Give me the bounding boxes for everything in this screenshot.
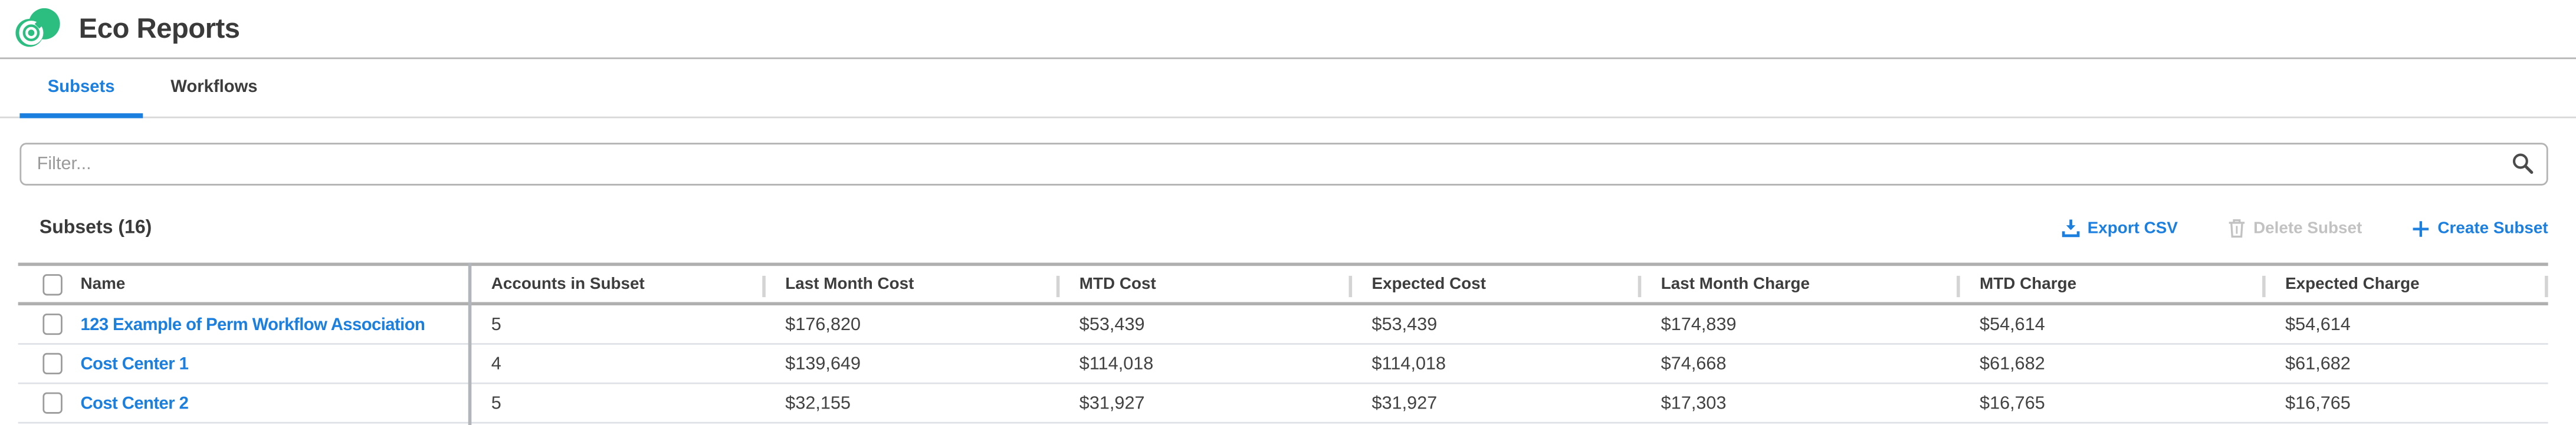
cell-name: 123 Example of Perm Workflow Association: [18, 313, 468, 335]
column-resize-handle[interactable]: [1638, 275, 1642, 298]
cell-last-month-cost: $139,649: [785, 354, 861, 374]
trash-icon: [2228, 219, 2244, 238]
create-subset-label: Create Subset: [2437, 219, 2548, 238]
toolbar-actions: Export CSV Delete Subset Create Subset: [2061, 218, 2548, 238]
filter-bar: [19, 141, 2548, 185]
export-csv-button[interactable]: Export CSV: [2061, 218, 2178, 238]
cell-mtd-charge: $54,614: [1980, 314, 2045, 334]
table-row: Cost Center 1 4 $139,649 $114,018 $114,0…: [18, 344, 2548, 384]
row-checkbox[interactable]: [42, 313, 63, 335]
cell-expected-charge: $54,614: [2285, 314, 2351, 334]
cell-expected-charge: $61,682: [2285, 354, 2351, 374]
tab-workflows[interactable]: Workflows: [170, 77, 258, 98]
column-header-name: Name: [80, 275, 126, 294]
cell-last-month-cost: $32,155: [785, 393, 851, 413]
column-resize-handle[interactable]: [2545, 275, 2548, 298]
app-header: Eco Reports: [0, 0, 2576, 60]
column-resize-handle[interactable]: [1348, 275, 1353, 298]
delete-subset-label: Delete Subset: [2253, 219, 2362, 238]
toolbar: Subsets (16) Export CSV Delete Subset: [0, 209, 2548, 248]
cell-accounts: 4: [491, 354, 501, 374]
cell-last-month-charge: $74,668: [1661, 354, 1727, 374]
table-row: 123 Example of Perm Workflow Association…: [18, 305, 2548, 345]
filter-input[interactable]: [19, 141, 2548, 185]
column-header-name-cell: Name: [18, 273, 468, 295]
subsets-table: Name Accounts in Subset Last Month Cost …: [18, 262, 2548, 425]
column-resize-handle[interactable]: [2262, 275, 2266, 298]
cell-mtd-cost: $53,439: [1079, 314, 1145, 334]
table-header-row: Name Accounts in Subset Last Month Cost …: [18, 262, 2548, 306]
row-checkbox[interactable]: [42, 392, 63, 414]
column-header-accounts: Accounts in Subset: [491, 275, 645, 294]
cell-mtd-cost: $114,018: [1079, 354, 1154, 374]
column-header-expected-cost: Expected Cost: [1371, 275, 1486, 294]
subsets-count-heading: Subsets (16): [39, 218, 152, 238]
column-resize-handle[interactable]: [1056, 275, 1060, 298]
search-icon: [2512, 153, 2532, 174]
cell-mtd-cost: $31,927: [1079, 393, 1145, 413]
cell-expected-cost: $114,018: [1371, 354, 1446, 374]
cell-expected-cost: $53,439: [1371, 314, 1438, 334]
column-header-last-month-cost: Last Month Cost: [785, 275, 914, 294]
subset-link[interactable]: Cost Center 2: [80, 393, 189, 413]
cell-accounts: 5: [491, 393, 501, 413]
column-header-mtd-cost: MTD Cost: [1079, 275, 1156, 294]
select-all-checkbox[interactable]: [42, 273, 63, 295]
cell-accounts: 5: [491, 314, 501, 334]
tab-bar: Subsets Workflows: [0, 59, 2576, 118]
export-csv-label: Export CSV: [2087, 219, 2178, 238]
column-resize-handle[interactable]: [1957, 275, 1960, 298]
subset-link[interactable]: 123 Example of Perm Workflow Association: [80, 314, 425, 334]
table-row: Cost Center 2 5 $32,155 $31,927 $31,927 …: [18, 384, 2548, 424]
plus-icon: [2412, 220, 2429, 236]
page-title: Eco Reports: [78, 12, 240, 44]
create-subset-button[interactable]: Create Subset: [2411, 219, 2548, 238]
cell-name: Cost Center 1: [18, 352, 468, 375]
column-header-expected-charge: Expected Charge: [2285, 275, 2420, 294]
column-header-mtd-charge: MTD Charge: [1980, 275, 2077, 294]
cell-expected-charge: $16,765: [2285, 393, 2351, 413]
cell-last-month-charge: $174,839: [1661, 314, 1737, 334]
cell-name: Cost Center 2: [18, 392, 468, 414]
cell-last-month-charge: $17,303: [1661, 393, 1727, 413]
cell-mtd-charge: $16,765: [1980, 393, 2045, 413]
subset-link[interactable]: Cost Center 1: [80, 354, 189, 374]
download-icon: [2061, 219, 2079, 238]
cell-last-month-cost: $176,820: [785, 314, 861, 334]
column-resize-handle[interactable]: [762, 275, 766, 298]
delete-subset-button[interactable]: Delete Subset: [2227, 218, 2362, 238]
column-header-last-month-charge: Last Month Charge: [1661, 275, 1810, 294]
tab-subsets[interactable]: Subsets: [19, 59, 143, 117]
cell-expected-cost: $31,927: [1371, 393, 1438, 413]
row-checkbox[interactable]: [42, 352, 63, 375]
cell-mtd-charge: $61,682: [1980, 354, 2045, 374]
eco-logo-icon: [15, 8, 60, 47]
name-column-divider: [468, 262, 471, 425]
